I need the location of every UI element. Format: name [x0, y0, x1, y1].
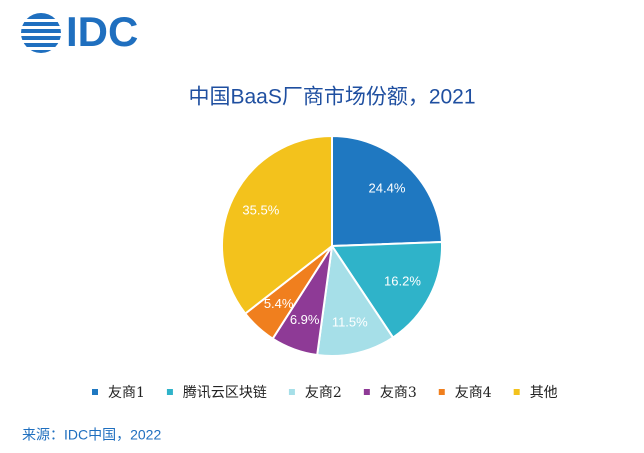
legend-marker [288, 389, 295, 395]
legend-marker [166, 389, 173, 395]
source: 来源：IDC中国，2022 [22, 427, 161, 443]
pie-slice [316, 243, 395, 357]
data-label: 16.2% [384, 274, 421, 289]
pie-slice [330, 240, 443, 339]
logo-icon [18, 13, 64, 53]
legend-label: 友商3 [380, 385, 417, 401]
legend-label: 腾讯云区块链 [183, 384, 267, 401]
legend-marker [513, 389, 520, 395]
data-label: 11.5% [332, 315, 368, 330]
pie-slice [221, 134, 333, 316]
data-label: 5.4% [264, 296, 294, 311]
data-label: 35.5% [242, 203, 279, 218]
legend-label: 友商4 [455, 385, 492, 401]
chart-title: 中国BaaS厂商市场份额，2021 [188, 86, 475, 109]
pie-slice [331, 134, 443, 248]
logo-text: IDC [66, 8, 138, 55]
legend-label: 友商1 [108, 385, 145, 401]
legend-marker [363, 389, 370, 395]
data-label: 6.9% [290, 312, 320, 327]
data-label: 24.4% [369, 180, 406, 195]
legend-label: 友商2 [305, 385, 342, 401]
legend-label: 其他 [530, 385, 558, 401]
legend-marker [438, 389, 445, 395]
legend-marker [92, 389, 98, 395]
